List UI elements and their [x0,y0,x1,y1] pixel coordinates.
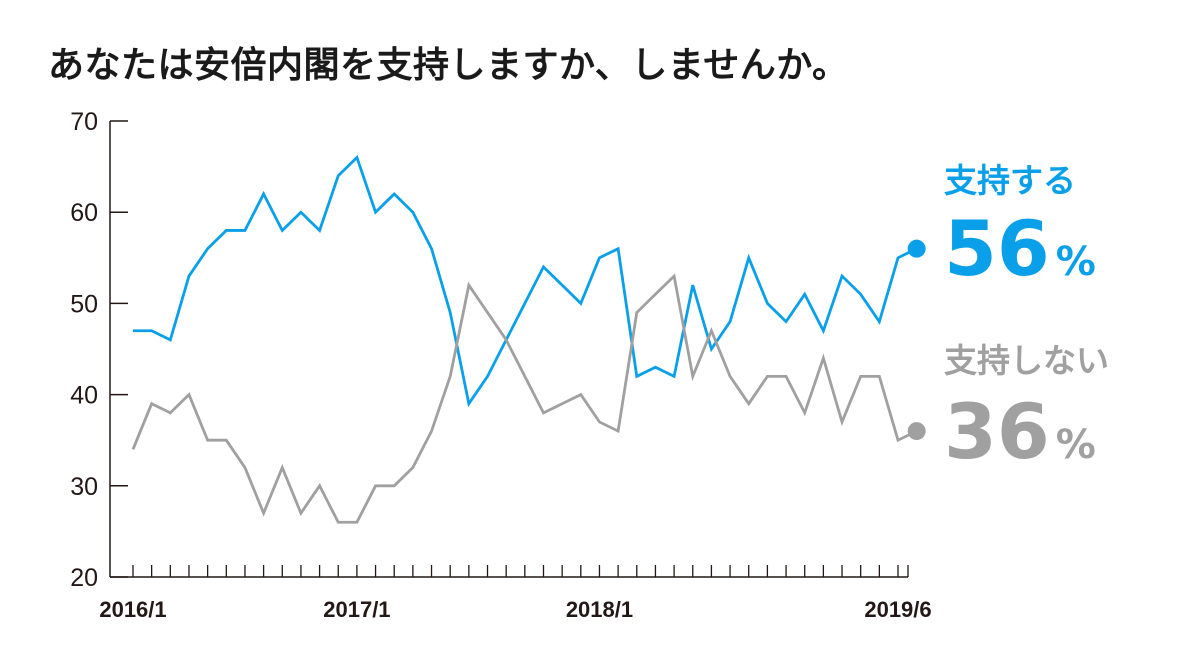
y-tick-label: 70 [70,108,98,136]
y-tick-label: 50 [70,290,98,318]
series-line-1 [131,273,918,524]
legend: 支持する 56 % 支持しない 36% [944,161,1109,476]
x-tick-label: 2018/1 [566,597,633,622]
axes: 20 30 40 50 60 70 2016/1 2017/1 2018/1 2019/6 [70,108,931,622]
series-end-dot-0 [907,239,926,258]
y-tick-label: 20 [70,564,98,592]
legend-value-1: 36% [944,387,1096,476]
y-tick-label: 30 [70,473,98,501]
series-line-0 [133,154,918,408]
series-end-dot-1 [907,422,926,441]
x-tick-label: 2016/1 [99,597,166,622]
legend-value-0: 56% [944,204,1096,293]
x-tick-label: 2019/6 [864,597,931,622]
legend-value-unit-1: % [1056,422,1096,468]
y-tick-label: 40 [70,382,98,410]
legend-label-0: 支持する [944,161,1076,200]
legend-label-1: 支持しない [944,341,1109,380]
legend-value-number-1: 36 [944,387,1050,476]
legend-value-unit-0: % [1056,239,1096,285]
series-lines [131,154,926,524]
y-tick-label: 60 [70,199,98,227]
chart-title: あなたは安倍内閣を支持しますか、しませんか。 [48,45,849,86]
legend-value-number-0: 56 [944,204,1050,293]
x-tick-label: 2017/1 [323,597,390,622]
